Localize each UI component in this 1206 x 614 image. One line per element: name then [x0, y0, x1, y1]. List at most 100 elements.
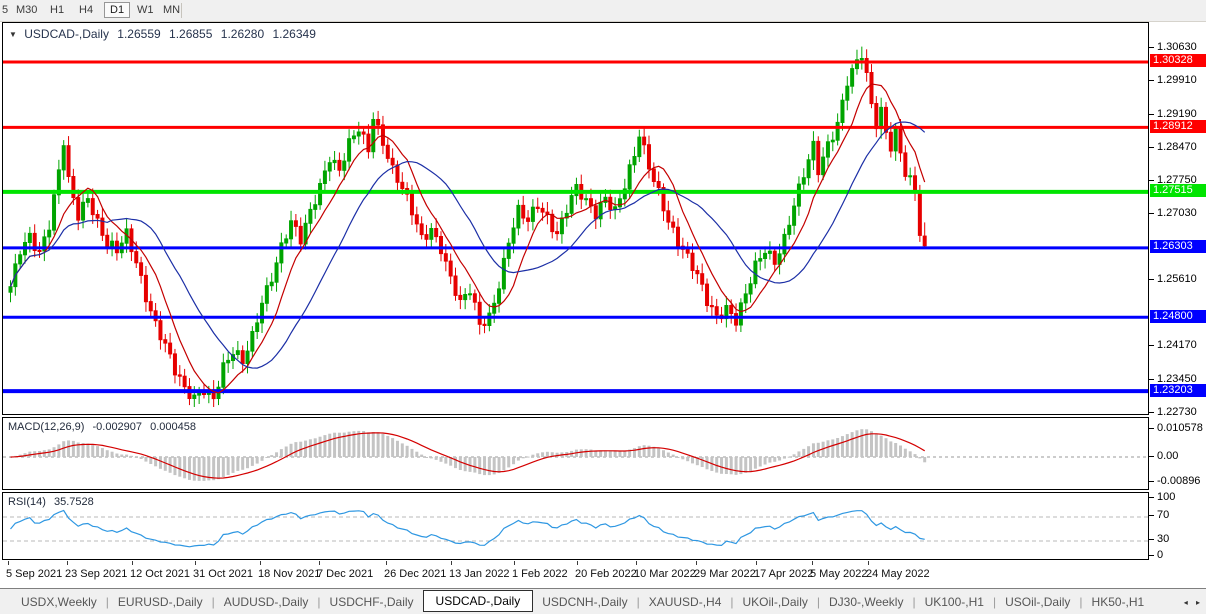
rsi-label: RSI(14) — [8, 496, 46, 508]
timeframe-button-mn[interactable]: MN — [163, 4, 181, 16]
date-tick-mark — [451, 561, 452, 565]
date-label: 31 Oct 2021 — [193, 568, 253, 580]
macd-panel[interactable]: MACD(12,26,9) -0.002907 0.000458 — [2, 417, 1149, 490]
tab-separator: | — [317, 594, 321, 609]
price-level-badge: 1.23203 — [1150, 383, 1206, 397]
date-label: 18 Nov 2021 — [258, 568, 321, 580]
rsi-title: RSI(14) 35.7528 — [8, 496, 99, 508]
price-chart-panel[interactable]: ▼ USDCAD-,Daily 1.26559 1.26855 1.26280 … — [2, 22, 1149, 415]
macd-histogram — [9, 429, 927, 481]
macd-title: MACD(12,26,9) -0.002907 0.000458 — [8, 421, 201, 433]
price-level-badge: 1.27515 — [1150, 184, 1206, 198]
rsi-chart[interactable] — [3, 493, 1148, 559]
date-tick-mark — [132, 561, 133, 565]
axis-tick-mark — [1149, 456, 1154, 457]
macd-chart[interactable] — [3, 418, 1148, 489]
tab-usdcad-daily[interactable]: USDCAD-,Daily — [422, 590, 534, 612]
price-tick-label: 1.27030 — [1157, 207, 1197, 219]
date-tick-mark — [514, 561, 515, 565]
date-tick-mark — [319, 561, 320, 565]
tab-audusd-daily[interactable]: AUDUSD-,Daily — [223, 594, 309, 609]
timeframe-button-m30[interactable]: M30 — [16, 4, 38, 16]
axis-tick-mark — [1149, 47, 1154, 48]
tab-usdx-weekly[interactable]: USDX,Weekly — [21, 594, 97, 609]
rsi-value: 35.7528 — [53, 496, 94, 508]
date-tick-mark — [636, 561, 637, 565]
rsi-tick-label: 30 — [1157, 533, 1170, 545]
date-tick-mark — [67, 561, 68, 565]
price-tick-label: 1.24170 — [1157, 339, 1197, 351]
date-label: 23 Sep 2021 — [65, 568, 128, 580]
date-tick-mark — [260, 561, 261, 565]
tab-usdchf-daily[interactable]: USDCHF-,Daily — [329, 594, 414, 609]
axis-tick-mark — [1149, 379, 1154, 380]
timeframe-button-w1[interactable]: W1 — [137, 4, 154, 16]
tab-xauusd-h4[interactable]: XAUUSD-,H4 — [648, 594, 722, 609]
price-tick-label: 1.30630 — [1157, 41, 1197, 53]
rsi-line — [10, 509, 925, 548]
tab-usoil-daily[interactable]: USOil-,Daily — [1005, 594, 1071, 609]
axis-tick-mark — [1149, 147, 1154, 148]
tab-usdcnh-daily[interactable]: USDCNH-,Daily — [542, 594, 628, 609]
price-tick-label: 1.25610 — [1157, 273, 1197, 285]
tab-scroll-arrows[interactable]: ◂ ▸ — [1183, 598, 1203, 607]
timeframe-button-d1[interactable]: D1 — [104, 2, 131, 18]
tab-ukoil-daily[interactable]: UKOil-,Daily — [742, 594, 808, 609]
timeframe-button-h1[interactable]: H1 — [50, 4, 65, 16]
macd-label: MACD(12,26,9) — [8, 421, 85, 433]
date-tick-mark — [812, 561, 813, 565]
date-label: 26 Dec 2021 — [384, 568, 447, 580]
date-label: 29 Mar 2022 — [694, 568, 756, 580]
axis-tick-mark — [1149, 80, 1154, 81]
candlesticks — [8, 46, 927, 407]
axis-tick-mark — [1149, 279, 1154, 280]
date-tick-mark — [868, 561, 869, 565]
axis-tick-mark — [1149, 345, 1154, 346]
rsi-tick-label: 70 — [1157, 509, 1170, 521]
price-tick-label: 1.22730 — [1157, 406, 1197, 418]
candlestick-chart[interactable] — [3, 23, 1148, 414]
chart-tabs-bar: USDX,Weekly | EURUSD-,Daily | AUDUSD-,Daily |… — [0, 588, 1206, 614]
ohlc-close: 1.26349 — [272, 27, 316, 41]
date-tick-mark — [577, 561, 578, 565]
tab-hk50-h1[interactable]: HK50-,H1 — [1091, 594, 1145, 609]
date-label: 24 May 2022 — [866, 568, 930, 580]
time-axis: 5 Sep 2021 23 Sep 2021 12 Oct 2021 31 Oct 2… — [0, 561, 1149, 588]
rsi-tick-label: 100 — [1157, 491, 1176, 503]
axis-tick-mark — [1149, 114, 1154, 115]
timeframe-button-5[interactable]: 5 — [2, 4, 9, 16]
macd-signal-line — [10, 432, 926, 479]
macd-main-value: -0.002907 — [92, 421, 143, 433]
date-label: 5 May 2022 — [810, 568, 868, 580]
price-level-badge: 1.24800 — [1150, 309, 1206, 323]
axis-tick-mark — [1149, 555, 1154, 556]
macd-signal-value: 0.000458 — [150, 421, 196, 433]
axis-tick-mark — [1149, 412, 1154, 413]
price-tick-label: 1.23450 — [1157, 373, 1197, 385]
axis-tick-mark — [1149, 515, 1154, 516]
price-tick-label: 1.29190 — [1157, 108, 1197, 120]
timeframe-button-h4[interactable]: H4 — [79, 4, 94, 16]
ohlc-high: 1.26855 — [169, 27, 213, 41]
ohlc-open: 1.26559 — [117, 27, 161, 41]
date-tick-mark — [696, 561, 697, 565]
ma-slow-line — [9, 121, 926, 369]
collapse-triangle-icon[interactable]: ▼ — [9, 30, 17, 39]
rsi-panel[interactable]: RSI(14) 35.7528 — [2, 492, 1149, 560]
axis-tick-mark — [1149, 497, 1154, 498]
macd-tick-label: -0.00896 — [1157, 475, 1201, 487]
timeframe-toolbar: 5 M30 H1 H4 D1 W1 MN — [0, 0, 1206, 22]
rsi-tick-label: 0 — [1157, 549, 1164, 561]
price-tick-label: 1.29910 — [1157, 74, 1197, 86]
tab-dj30-weekly[interactable]: DJ30-,Weekly — [828, 594, 904, 609]
date-tick-mark — [756, 561, 757, 565]
macd-tick-label: 0.00 — [1157, 450, 1179, 462]
date-tick-mark — [195, 561, 196, 565]
date-label: 5 Sep 2021 — [6, 568, 63, 580]
tab-separator: | — [992, 594, 997, 609]
macd-tick-label: 0.010578 — [1157, 422, 1203, 434]
tab-uk100-h1[interactable]: UK100-,H1 — [924, 594, 984, 609]
date-label: 20 Feb 2022 — [575, 568, 637, 580]
tab-eurusd-daily[interactable]: EURUSD-,Daily — [117, 594, 203, 609]
